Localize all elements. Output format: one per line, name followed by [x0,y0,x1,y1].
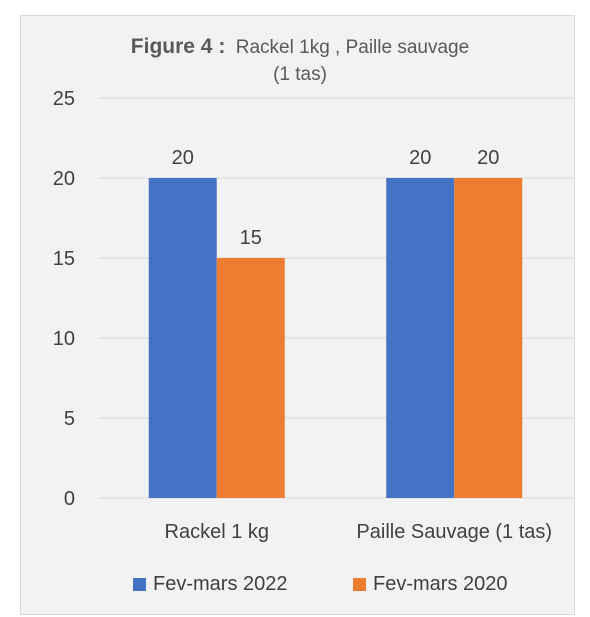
y-tick-label: 0 [64,488,75,510]
data-label: 20 [409,147,431,169]
chart-title-line2: (1 tas) [273,64,327,85]
x-category-label: Paille Sauvage (1 tas) [356,521,552,543]
data-label: 20 [477,147,499,169]
data-label: 15 [240,227,262,249]
y-tick-label: 10 [53,328,75,350]
legend: Fev-mars 2022 Fev-mars 2020 [133,573,508,595]
y-tick-label: 20 [53,168,75,190]
chart-title-rest: Rackel 1kg , Paille sauvage [236,37,469,58]
bars [148,178,523,498]
y-axis-ticks: 0 5 10 15 20 25 [53,88,75,510]
bar [454,178,523,498]
x-category-label: Rackel 1 kg [165,521,270,543]
data-labels: 20 15 20 20 [172,147,500,249]
bar [216,258,285,498]
chart-title-line1: Figure 4 : Rackel 1kg , Paille sauvage [131,35,469,58]
bar [386,178,455,498]
legend-label: Fev-mars 2020 [373,573,508,595]
legend-swatch [133,578,146,591]
x-axis-categories: Rackel 1 kg Paille Sauvage (1 tas) [165,521,553,543]
data-label: 20 [172,147,194,169]
bar [148,178,217,498]
y-tick-label: 5 [64,408,75,430]
chart-title: Figure 4 : Rackel 1kg , Paille sauvage (… [131,35,469,85]
chart-title-bold: Figure 4 : [131,35,226,58]
legend-swatch [353,578,366,591]
legend-label: Fev-mars 2022 [153,573,288,595]
y-tick-label: 25 [53,88,75,110]
y-tick-label: 15 [53,248,75,270]
